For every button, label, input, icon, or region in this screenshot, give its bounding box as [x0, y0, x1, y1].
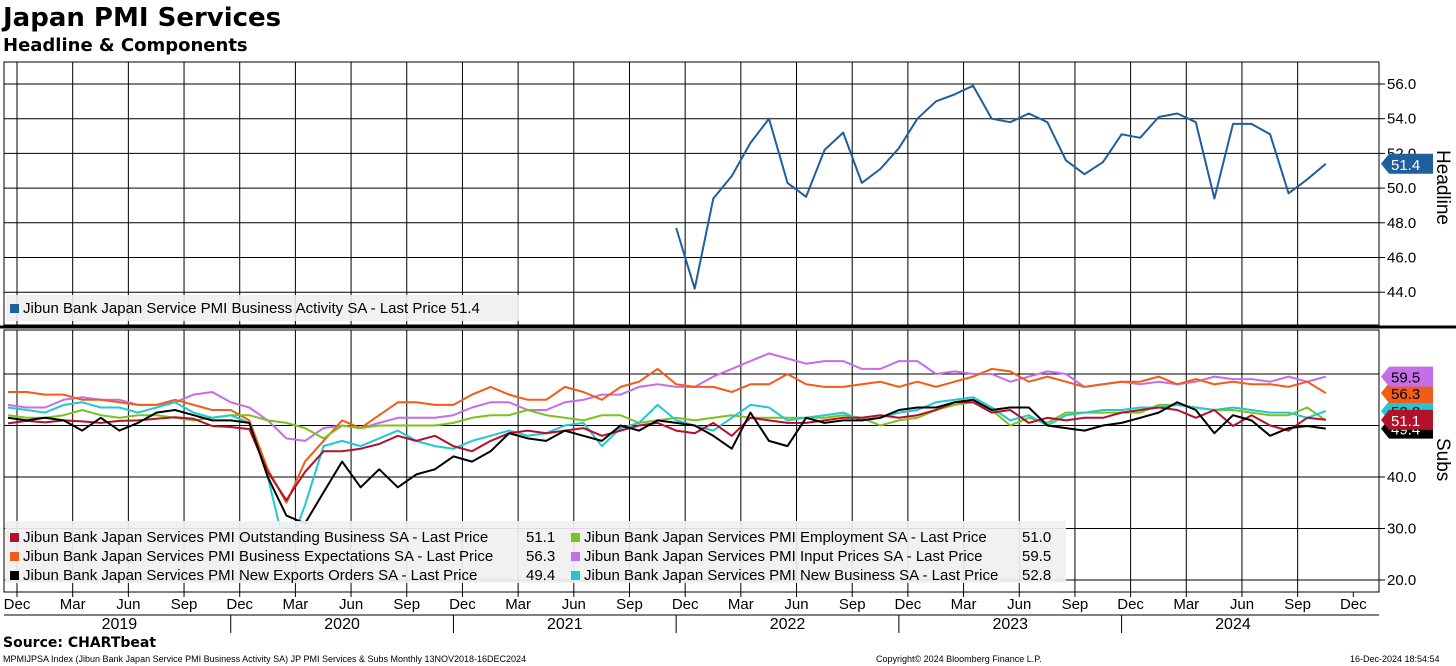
ytick-label-bottom: 20.0 [1387, 572, 1416, 589]
ytick-label-top: 46.0 [1387, 250, 1416, 267]
subs-last-price-tag [1381, 366, 1433, 387]
xtick-label: Sep [616, 596, 643, 613]
bottom-legend-name: Jibun Bank Japan Services PMI Employment… [584, 529, 987, 546]
subs-series-line [7, 401, 1326, 502]
xtick-label: Mar [60, 596, 86, 613]
subs-series-line [8, 367, 1327, 504]
xtick-label: Mar [505, 596, 531, 613]
ytick-label-top: 44.0 [1387, 284, 1416, 301]
bottom-legend-swatch [10, 571, 19, 580]
xtick-label: Mar [951, 596, 977, 613]
xtick-label: Dec [1117, 596, 1144, 613]
bottom-legend-value: 52.8 [1022, 567, 1051, 584]
top-legend-text: Jibun Bank Japan Service PMI Business Ac… [23, 300, 480, 317]
bottom-legend-swatch [10, 533, 19, 542]
year-label: 2023 [992, 616, 1028, 633]
headline-series-line [675, 84, 1327, 290]
bottom-legend-value: 59.5 [1022, 548, 1051, 565]
subs-last-price-tag [1381, 409, 1433, 430]
subs-last-price-value: 56.3 [1391, 386, 1420, 403]
xtick-label: Dec [4, 596, 31, 613]
footer-index-note: MPMIJPSA Index (Jibun Bank Japan Service… [3, 654, 527, 664]
xtick-label: Sep [393, 596, 420, 613]
bottom-legend-swatch [571, 571, 580, 580]
xtick-label: Sep [839, 596, 866, 613]
xtick-label: Dec [1340, 596, 1367, 613]
chart-title: Japan PMI Services [3, 3, 282, 33]
bottom-legend-name: Jibun Bank Japan Services PMI New Export… [23, 567, 477, 584]
last-price-labels: 51.449.452.851.156.359.5 [1381, 153, 1433, 439]
year-label: 2021 [547, 616, 583, 633]
xtick-label: Mar [282, 596, 308, 613]
xtick-label: Jun [1230, 596, 1254, 613]
footer-timestamp: 16-Dec-2024 18:54:54 [1350, 654, 1440, 664]
ytick-label-top: 56.0 [1387, 76, 1416, 93]
headline-last-price-value: 51.4 [1391, 157, 1420, 174]
bottom-legend-swatch [10, 552, 19, 561]
bottom-legend-swatch [571, 552, 580, 561]
year-label: 2022 [770, 616, 806, 633]
bottom-legend-name: Jibun Bank Japan Services PMI Input Pric… [584, 548, 983, 565]
xtick-label: Dec [226, 596, 253, 613]
top-legend-swatch [10, 304, 19, 313]
subs-series-line [7, 398, 1326, 525]
bottom-legend-value: 56.3 [526, 548, 555, 565]
ytick-label-bottom: 40.0 [1387, 469, 1416, 486]
year-label: 2020 [324, 616, 360, 633]
xtick-label: Jun [339, 596, 363, 613]
bottom-legend-name: Jibun Bank Japan Services PMI Business E… [23, 548, 493, 565]
footer-copyright: Copyright© 2024 Bloomberg Finance L.P. [876, 654, 1042, 664]
year-label: 2019 [102, 616, 138, 633]
xtick-label: Jun [784, 596, 808, 613]
xtick-label: Sep [171, 596, 198, 613]
chart-subtitle: Headline & Components [3, 35, 248, 56]
source-note: Source: CHARTbeat [3, 635, 157, 651]
ytick-label-top: 54.0 [1387, 111, 1416, 128]
bottom-legend-swatch [571, 533, 580, 542]
subs-last-price-tag [1381, 383, 1433, 404]
ytick-label-bottom: 30.0 [1387, 521, 1416, 538]
xtick-label: Mar [728, 596, 754, 613]
xtick-label: Jun [562, 596, 586, 613]
bottom-legend-name: Jibun Bank Japan Services PMI Outstandin… [23, 529, 488, 546]
year-label: 2024 [1215, 616, 1251, 633]
top-ylabel: Headline [1432, 150, 1453, 225]
xtick-label: Mar [1173, 596, 1199, 613]
bottom-legend-box [5, 521, 1066, 583]
top-panel-frame [3, 61, 1380, 326]
xtick-label: Jun [116, 596, 140, 613]
xtick-label: Dec [449, 596, 476, 613]
xtick-label: Dec [895, 596, 922, 613]
bottom-ylabel: Subs [1432, 438, 1453, 481]
xtick-label: Dec [672, 596, 699, 613]
subs-last-price-value: 51.1 [1391, 413, 1420, 430]
top-legend-box [6, 295, 519, 321]
grid-layer [0, 61, 1456, 593]
axis-layer: 44.046.048.050.052.054.056.0Headline20.0… [4, 76, 1453, 633]
subs-series-line [7, 396, 1327, 556]
ytick-label-top: 50.0 [1387, 180, 1416, 197]
headline-last-price-tag [1381, 153, 1433, 174]
bottom-legend-value: 49.4 [526, 567, 555, 584]
bottom-legend-value: 51.0 [1022, 529, 1051, 546]
xtick-label: Sep [1062, 596, 1089, 613]
series-layer [7, 84, 1327, 556]
subs-last-price-value: 59.5 [1391, 370, 1420, 387]
xtick-label: Jun [1007, 596, 1031, 613]
bottom-legend-value: 51.1 [526, 529, 555, 546]
legend-layer: Jibun Bank Japan Service PMI Business Ac… [5, 295, 1066, 584]
bottom-legend-name: Jibun Bank Japan Services PMI New Busine… [584, 567, 998, 584]
ytick-label-top: 48.0 [1387, 215, 1416, 232]
xtick-label: Sep [1284, 596, 1311, 613]
